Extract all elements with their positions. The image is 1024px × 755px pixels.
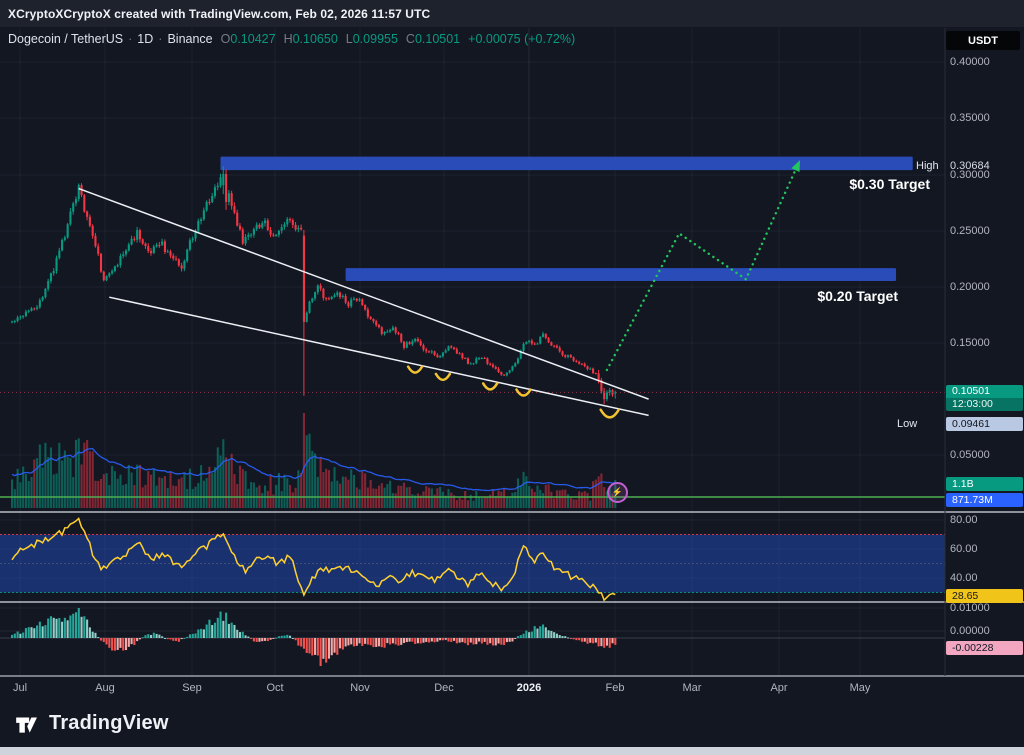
bar-countdown: 12:03:00: [946, 398, 1023, 411]
time-axis[interactable]: Jul Aug Sep Oct Nov Dec 2026 Feb Mar Apr May: [0, 676, 945, 700]
time-tick-label: Sep: [182, 682, 202, 694]
current-price-value: 0.10501: [946, 385, 1023, 398]
price-scale[interactable]: 0.30684 0.10501 12:03:00 0.09461 1.1B 87…: [945, 0, 1024, 747]
volume-current-badge: 1.1B: [946, 477, 1023, 491]
rsi-value-badge: 28.65: [946, 589, 1023, 603]
low-marker-badge: 0.09461: [946, 417, 1023, 431]
watermark-text: XCryptoXCryptoX created with TradingView…: [8, 6, 431, 21]
scale-tick-label: 0.01000: [950, 602, 990, 614]
legend-separator: ·: [158, 32, 163, 46]
scale-tick-label: 40.00: [950, 572, 978, 584]
macd-value-badge: -0.00228: [946, 641, 1023, 655]
symbol-legend: Dogecoin / TetherUS · 1D · Binance O0.10427 H0…: [8, 32, 575, 46]
high-label: H: [283, 32, 293, 46]
high-value: 0.10650: [292, 32, 338, 46]
time-tick-label: Dec: [434, 682, 454, 694]
scale-tick-label: 0.20000: [950, 281, 990, 293]
low-marker-word: Low: [897, 418, 918, 430]
alert-event-marker[interactable]: ⚡: [607, 482, 628, 503]
time-tick-label: Mar: [682, 682, 702, 694]
open-value: 0.10427: [230, 32, 276, 46]
flash-icon: ⚡: [611, 487, 624, 497]
bottom-edge-strip: [0, 747, 1024, 755]
close-label: C: [405, 32, 415, 46]
time-tick-label: 2026: [516, 682, 542, 694]
close-value: 0.10501: [414, 32, 461, 46]
watermark-bar: XCryptoXCryptoX created with TradingView…: [0, 0, 1024, 27]
footer-bar: TradingView: [0, 700, 1024, 747]
exchange-label[interactable]: Binance: [167, 32, 213, 46]
time-tick-label: Jul: [12, 682, 28, 694]
time-tick-label: Nov: [350, 682, 370, 694]
legend-separator: ·: [128, 32, 133, 46]
change-value: +0.00075 (+0.72%): [468, 32, 576, 46]
interval-label[interactable]: 1D: [137, 32, 154, 46]
scale-tick-label: 0.25000: [950, 225, 990, 237]
time-tick-label: May: [849, 682, 871, 694]
scale-tick-label: 0.05000: [950, 449, 990, 461]
scale-tick-label: 60.00: [950, 543, 978, 555]
high-marker-word: High: [916, 160, 939, 172]
scale-tick-label: 0.40000: [950, 56, 990, 68]
scale-tick-label: 0.15000: [950, 337, 990, 349]
low-value: 0.09955: [352, 32, 398, 46]
time-tick-label: Feb: [605, 682, 625, 694]
time-tick-label: Aug: [95, 682, 115, 694]
currency-toggle-button[interactable]: USDT: [946, 31, 1020, 50]
brand-wordmark: TradingView: [49, 712, 169, 734]
time-tick-label: Apr: [770, 682, 788, 694]
symbol-title[interactable]: Dogecoin / TetherUS: [8, 32, 124, 46]
volume-ma-badge: 871.73M: [946, 493, 1023, 507]
scale-tick-label: 0.35000: [950, 112, 990, 124]
scale-tick-label: 0.00000: [950, 625, 990, 637]
open-label: O: [220, 32, 231, 46]
tradingview-logo: [16, 717, 37, 733]
current-price-badge: 0.10501 12:03:00: [946, 385, 1023, 411]
target-020-label: $0.20 Target: [817, 288, 898, 304]
target-030-label: $0.30 Target: [849, 176, 930, 192]
scale-tick-label: 80.00: [950, 514, 978, 526]
scale-tick-label: 0.30000: [950, 169, 990, 181]
low-label: L: [345, 32, 353, 46]
high-marker-value: 0.30684: [950, 160, 990, 172]
time-tick-label: Oct: [266, 682, 284, 694]
